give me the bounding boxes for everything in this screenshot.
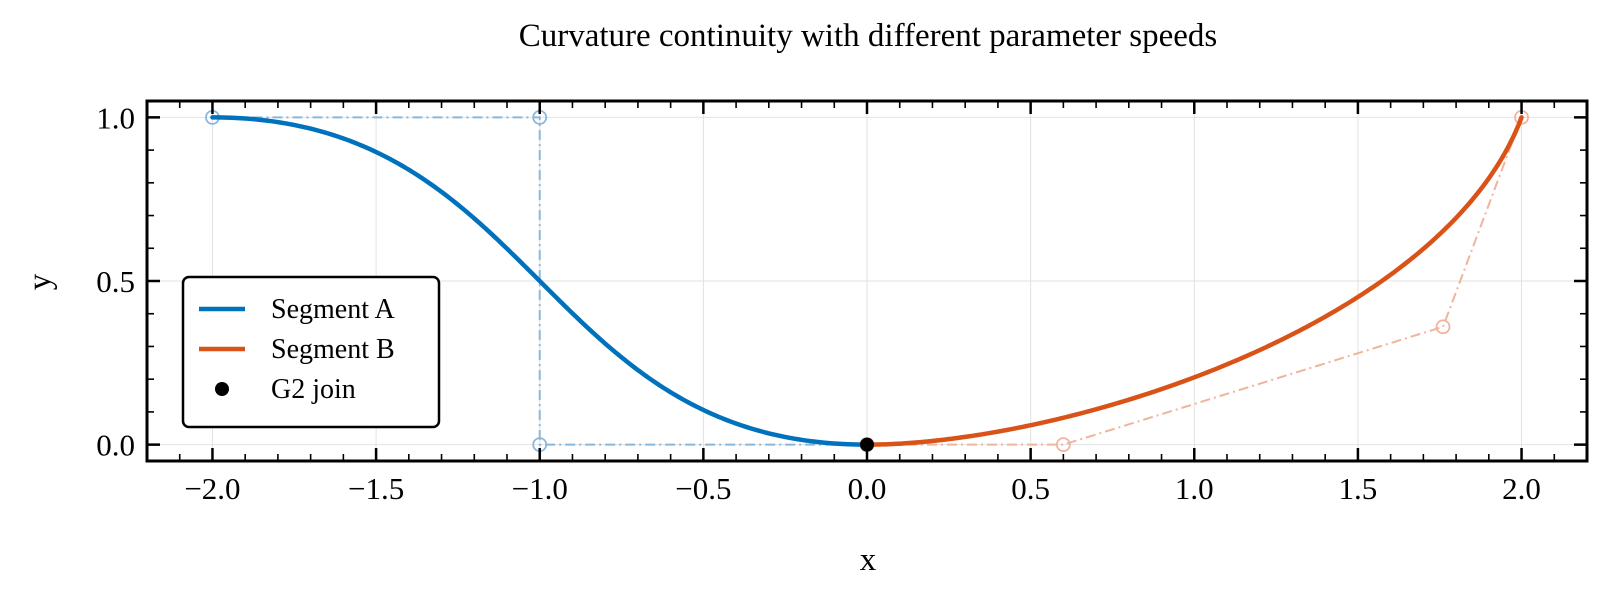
segment-b-control-point	[1435, 319, 1451, 335]
chart-title: Curvature continuity with different para…	[519, 18, 1218, 54]
x-tick-label: 2.0	[1502, 471, 1541, 506]
segment-a-control-polygon	[212, 116, 867, 446]
legend-label-segment-a: Segment A	[271, 294, 395, 325]
y-tick-label: 0.5	[96, 264, 135, 299]
y-axis-title: y	[22, 273, 58, 290]
x-tick-label: −1.5	[348, 471, 404, 506]
legend-label-segment-b: Segment B	[271, 334, 395, 365]
x-tick-label: −1.0	[512, 471, 568, 506]
legend-label-g2-join: G2 join	[271, 374, 356, 405]
segment-b-control-polygon	[867, 117, 1523, 446]
y-tick-label: 0.0	[96, 428, 135, 463]
y-tick-label: 1.0	[96, 100, 135, 135]
curves	[210, 115, 1524, 452]
g2-join-marker	[860, 437, 874, 452]
x-tick-label: 0.5	[1011, 471, 1050, 506]
legend-swatch-g2-join	[215, 382, 229, 396]
segment-a-curve	[210, 115, 870, 447]
x-tick-label: 0.0	[848, 471, 887, 506]
x-tick-label: 1.0	[1175, 471, 1214, 506]
x-tick-label: 1.5	[1339, 471, 1378, 506]
x-tick-label: −2.0	[184, 471, 240, 506]
axis-ticks: −2.0 −1.5 −1.0 −0.5 0.0 0.5 1.0 1.5 2.0 0.0 0.5 1.0	[96, 100, 1588, 506]
segment-b-curve	[864, 115, 1524, 447]
legend-box	[181, 275, 441, 429]
x-tick-label: −0.5	[675, 471, 731, 506]
x-axis-title: x	[860, 542, 877, 578]
legend: Segment A Segment B G2 join	[181, 275, 441, 429]
segment-b-control-point	[1055, 437, 1071, 453]
